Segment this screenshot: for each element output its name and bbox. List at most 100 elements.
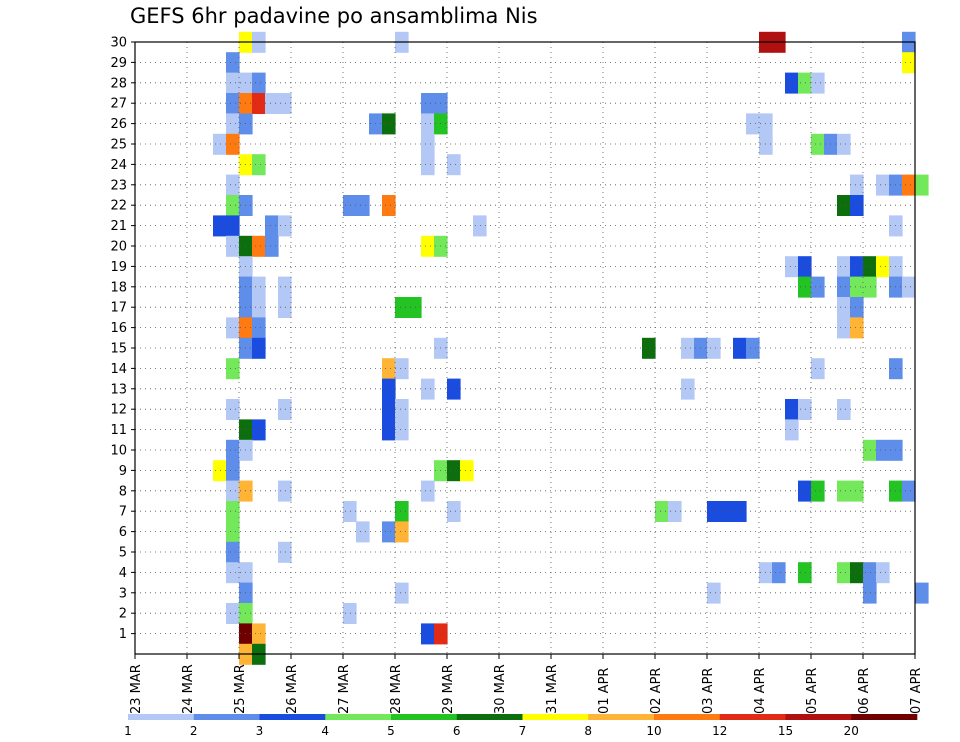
y-tick-label: 14	[110, 362, 127, 377]
x-tick-label: 30 MAR	[493, 664, 508, 714]
precip-cell	[356, 521, 370, 543]
y-tick-label: 19	[110, 260, 127, 275]
precip-cell	[252, 419, 266, 441]
precip-cell	[798, 562, 812, 584]
precip-cell	[421, 378, 435, 400]
precip-cell	[395, 582, 409, 604]
precip-cell	[252, 93, 266, 114]
precip-cell	[226, 174, 240, 196]
precip-cell	[915, 582, 929, 604]
precip-cell	[226, 358, 240, 380]
precip-cell	[863, 562, 877, 584]
precip-cell	[226, 603, 240, 624]
precip-cell	[668, 501, 682, 522]
precip-cell	[785, 399, 799, 420]
precip-cell	[681, 337, 695, 359]
precip-cell	[876, 562, 890, 584]
precip-cell	[837, 195, 851, 216]
colorbar-segment	[654, 714, 721, 720]
precip-cell	[356, 195, 370, 216]
precip-cell	[876, 174, 890, 196]
colorbar-label: 6	[453, 724, 461, 738]
colorbar-label: 4	[321, 724, 329, 738]
precip-cell	[863, 256, 877, 278]
precip-cell	[252, 235, 266, 257]
y-tick-label: 17	[110, 301, 127, 316]
colorbar-segment	[128, 714, 195, 720]
precip-cell	[226, 93, 240, 114]
precip-cell	[226, 113, 240, 135]
precip-cell	[772, 562, 786, 584]
precip-cell	[837, 256, 851, 278]
colorbar: 1 2 3 4 5 6 7 8 10 12 15 20	[124, 714, 918, 738]
precip-cell	[395, 358, 409, 380]
colorbar-label: 15	[778, 724, 793, 738]
colorbar-label: 8	[584, 724, 592, 738]
colorbar-label: 1	[124, 724, 132, 738]
precip-cell	[863, 582, 877, 604]
precip-cell	[278, 93, 292, 114]
precip-cell	[343, 501, 357, 522]
colorbar-segment	[851, 714, 918, 720]
colorbar-label: 5	[387, 724, 395, 738]
y-tick-label: 30	[110, 36, 127, 51]
precip-cell	[785, 419, 799, 441]
precip-cell	[395, 521, 409, 543]
precip-cell	[707, 582, 721, 604]
precip-cell	[382, 195, 396, 216]
x-tick-label: 02 APR	[649, 668, 664, 714]
precip-cell	[278, 480, 292, 502]
y-tick-label: 12	[110, 403, 127, 418]
precip-cell	[382, 113, 396, 135]
y-tick-label: 9	[119, 464, 127, 479]
y-tick-label: 15	[110, 342, 127, 357]
precip-cell	[382, 358, 396, 380]
colorbar-segment	[456, 714, 523, 720]
precip-cell	[226, 195, 240, 216]
precip-cell	[252, 72, 266, 94]
precip-cell	[837, 317, 851, 339]
precip-cell	[863, 276, 877, 298]
precip-cell	[213, 215, 227, 237]
precip-cell	[707, 501, 721, 522]
precip-cell	[902, 276, 916, 298]
y-tick-label: 21	[110, 219, 127, 234]
colorbar-label: 3	[256, 724, 264, 738]
y-tick-label: 22	[110, 199, 127, 214]
precip-cell	[226, 317, 240, 339]
precip-cell	[746, 113, 760, 135]
precip-cell	[850, 297, 864, 318]
chart-title: GEFS 6hr padavine po ansamblima Nis	[130, 4, 538, 28]
y-tick-label: 3	[119, 586, 127, 601]
precip-cell	[226, 235, 240, 257]
precip-cell	[473, 215, 487, 237]
colorbar-segment	[785, 714, 852, 720]
colorbar-segment	[259, 714, 326, 720]
precip-cell	[902, 480, 916, 502]
x-tick-label: 01 APR	[597, 668, 612, 714]
colorbar-segment	[193, 714, 260, 720]
precip-cell	[226, 501, 240, 522]
precip-cell	[421, 154, 435, 176]
precip-cell	[343, 603, 357, 624]
y-tick-label: 25	[110, 138, 127, 153]
precip-cell	[798, 399, 812, 420]
precip-cell	[798, 256, 812, 278]
precip-cell	[785, 256, 799, 278]
precip-cell	[226, 562, 240, 584]
y-tick-label: 4	[119, 566, 127, 581]
precip-cell	[837, 399, 851, 420]
precip-cell	[252, 337, 266, 359]
precip-cell	[421, 235, 435, 257]
x-tick-label: 04 APR	[753, 668, 768, 714]
y-tick-label: 2	[119, 607, 127, 622]
precip-cell	[850, 317, 864, 339]
y-tick-label: 20	[110, 240, 127, 255]
precip-cell	[876, 439, 890, 461]
x-axis: 23 MAR 24 MAR 25 MAR 26 MAR 27 MAR 28 MAR 29 M…	[129, 654, 924, 714]
precip-cell	[811, 72, 825, 94]
precip-cell	[720, 501, 734, 522]
precip-cell	[850, 562, 864, 584]
precip-cell	[876, 256, 890, 278]
precip-cell	[278, 541, 292, 563]
